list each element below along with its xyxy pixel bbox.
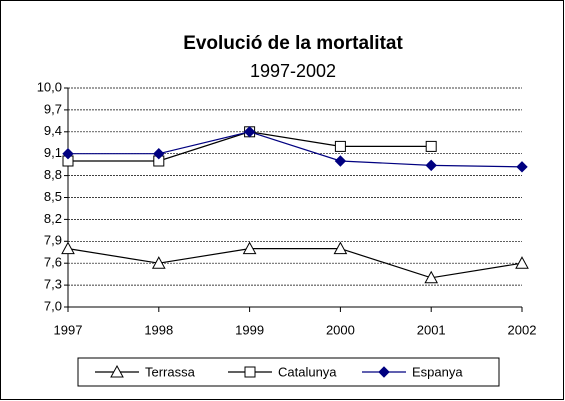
marker xyxy=(334,155,347,167)
marker xyxy=(425,159,437,172)
x-tick-label: 2002 xyxy=(508,322,537,337)
y-tick-label: 8,2 xyxy=(44,211,62,226)
marker xyxy=(425,140,437,152)
legend-box xyxy=(77,357,500,387)
y-tick-label: 7,6 xyxy=(44,255,62,270)
marker xyxy=(110,364,124,378)
y-tick-label: 7,9 xyxy=(44,233,62,248)
marker xyxy=(243,126,256,138)
y-tick-label: 8,5 xyxy=(44,189,62,204)
marker xyxy=(153,147,165,160)
legend-label: Terrassa xyxy=(145,364,196,379)
marker xyxy=(515,256,529,269)
chart-title: Evolució de la mortalitat xyxy=(183,33,403,54)
marker xyxy=(62,147,74,160)
marker xyxy=(61,241,75,255)
marker xyxy=(244,366,256,378)
series-line xyxy=(68,131,523,168)
marker xyxy=(424,270,439,284)
marker xyxy=(378,366,390,378)
x-tick-label: 1999 xyxy=(235,322,264,337)
legend-label: Espanya xyxy=(412,364,463,379)
y-tick-label: 8,8 xyxy=(44,167,62,182)
marker xyxy=(516,161,528,173)
x-tick-label: 1997 xyxy=(54,322,83,337)
marker xyxy=(242,241,257,255)
series-line xyxy=(67,248,523,279)
y-tick-label: 9,4 xyxy=(44,123,62,138)
y-tick-label: 7,3 xyxy=(44,277,62,292)
x-tick-label: 2001 xyxy=(417,322,446,337)
marker xyxy=(333,241,348,255)
y-tick-label: 10,0 xyxy=(37,79,62,94)
chart-subtitle: 1997-2002 xyxy=(250,61,336,81)
y-tick-label: 9,1 xyxy=(44,145,62,160)
y-tick-label: 7,0 xyxy=(44,298,62,313)
x-tick-label: 1998 xyxy=(144,322,173,337)
legend-label: Catalunya xyxy=(278,364,337,379)
marker xyxy=(334,140,346,152)
y-tick-label: 9,7 xyxy=(44,101,62,116)
marker xyxy=(151,256,166,269)
x-tick-label: 2000 xyxy=(326,322,355,337)
